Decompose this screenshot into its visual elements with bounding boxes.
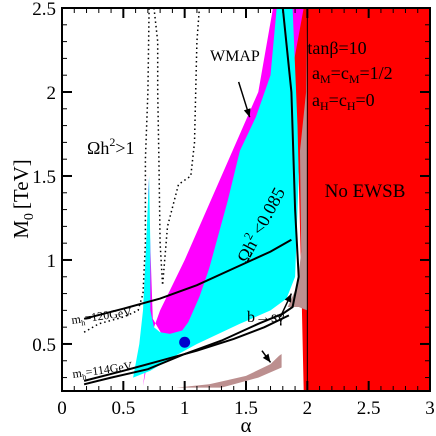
no-ewsb-label: No EWSB [325,181,406,202]
ticks-layer: 0 0.5 1 1.5 2 2.5 3 0.5 1 1.5 2 2.5 [32,0,435,419]
y-tick-label: 2 [47,83,57,104]
bsg-label: b→sγ [247,309,284,326]
mh114-label: mh=114GeV [71,359,133,383]
y-axis-title-sub: 0 [22,213,37,220]
bsgamma-lower-region [176,354,282,388]
regions-layer [133,8,430,391]
y-tick-label: 1.5 [32,167,56,188]
mh120-curve [83,238,292,320]
annotation-arrowhead-1 [243,108,251,118]
x-tick-label: 0.5 [111,398,135,419]
no-ewsb-region [307,8,430,391]
benchmark-point [179,336,191,348]
y-tick-label: 2.5 [32,0,56,20]
omega-lt-curve [83,8,300,386]
mh120-label: mh=120GeV [70,305,133,329]
y-axis-title: M0 [TeV] [9,159,37,239]
x-tick-label: 1 [180,398,190,419]
mh114-curve [83,314,290,382]
omega-gt1-right-curve [153,8,201,286]
x-tick-label: 2 [303,398,313,419]
params-line3: aH=cH=0 [312,90,375,113]
y-axis-title-base: M [9,220,33,239]
annotation-arrowhead-3 [262,353,271,363]
params-line2: aM=cM=1/2 [312,63,393,86]
y-tick-label: 1 [47,251,57,272]
omega-gt1-label: Ωh2>1 [87,135,135,158]
curves-layer [83,8,300,386]
wmap-cyan-band [133,8,299,378]
y-axis-title-unit: [TeV] [9,159,33,209]
bsgamma-upper-region [287,8,308,311]
x-tick-label: 0 [57,398,67,419]
wmap-label: WMAP [210,48,260,65]
x-tick-label: 2.5 [357,398,381,419]
y-tick-label: 0.5 [32,335,56,356]
marker-layer [179,336,191,348]
x-tick-label: 1.5 [234,398,258,419]
x-tick-label: 3 [425,398,435,419]
x-axis-title: α [240,413,251,436]
annotation-arrowhead-2 [284,293,292,303]
arrows-layer [237,81,293,363]
params-line1: tanβ=10 [307,38,366,58]
